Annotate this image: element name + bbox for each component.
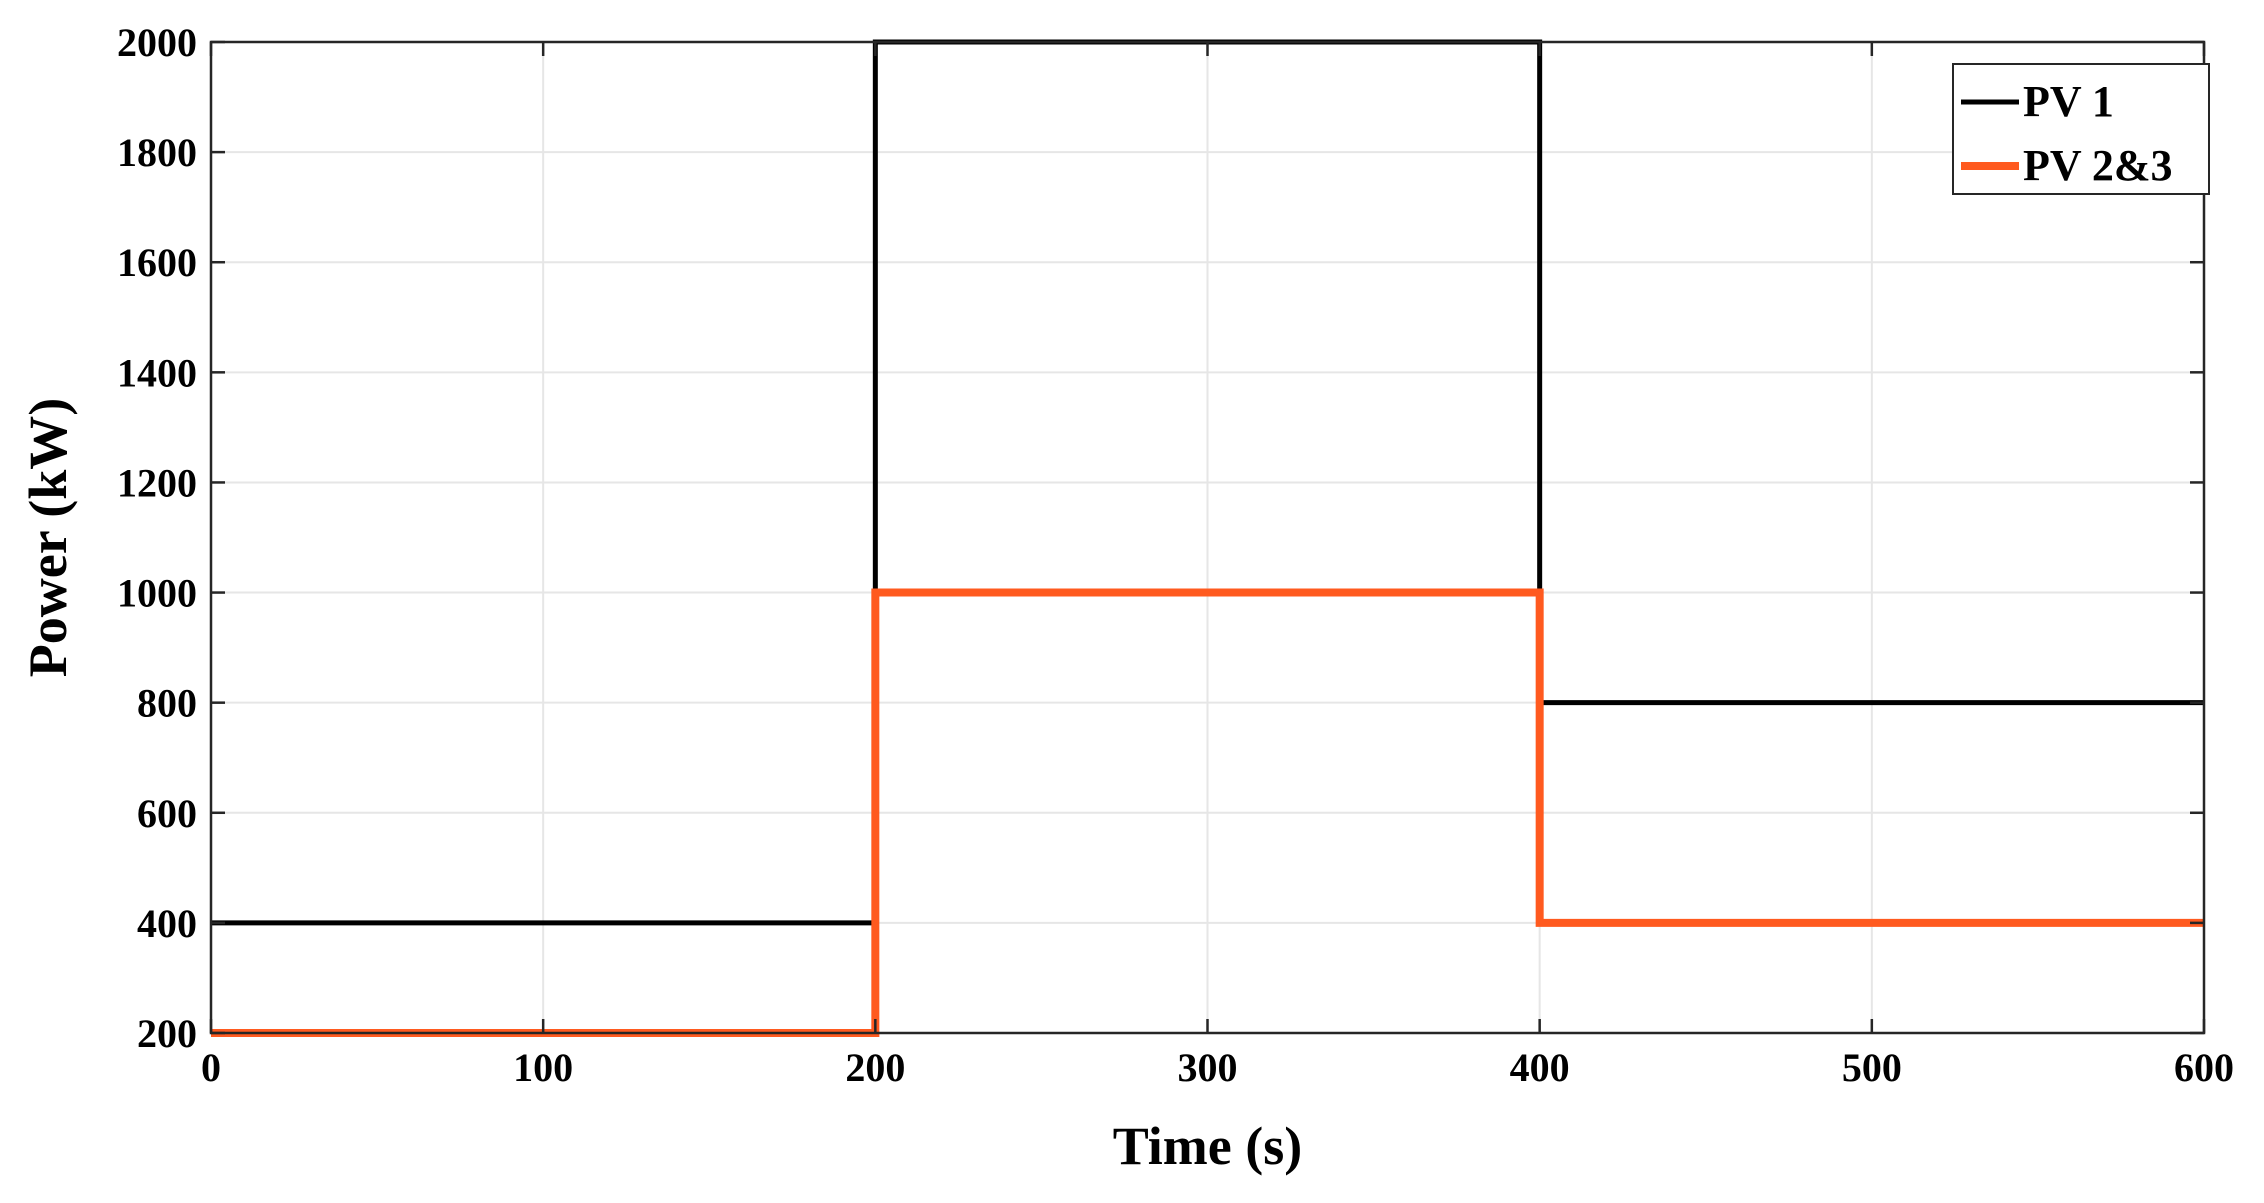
y-tick-label: 2000	[117, 20, 197, 65]
x-tick-label: 200	[845, 1045, 905, 1090]
x-tick-label: 300	[1178, 1045, 1238, 1090]
legend-label-2: PV 2&3	[2023, 141, 2173, 190]
grid-lines	[211, 42, 2204, 1033]
x-tick-label: 0	[201, 1045, 221, 1090]
legend-label-1: PV 1	[2023, 77, 2114, 126]
y-tick-label: 1000	[117, 571, 197, 616]
x-tick-label: 500	[1842, 1045, 1902, 1090]
y-tick-label: 1800	[117, 130, 197, 175]
y-axis-label: Power (kW)	[18, 398, 78, 677]
x-tick-label: 400	[1510, 1045, 1570, 1090]
y-tick-label: 400	[137, 901, 197, 946]
y-tick-label: 1400	[117, 350, 197, 395]
x-axis-label: Time (s)	[1113, 1116, 1302, 1176]
y-tick-label: 1200	[117, 460, 197, 505]
x-tick-labels: 0 100 200 300 400 500 600	[201, 1045, 2234, 1090]
x-tick-label: 100	[513, 1045, 573, 1090]
y-tick-label: 1600	[117, 240, 197, 285]
y-tick-label: 800	[137, 681, 197, 726]
legend: PV 1 PV 2&3	[1952, 63, 2210, 195]
x-tick-label: 600	[2174, 1045, 2234, 1090]
legend-box	[1952, 63, 2210, 195]
axis-ticks	[209, 40, 2206, 1035]
y-tick-labels: 200 400 600 800 1000 1200 1400 1600 1800 2000	[117, 20, 197, 1056]
y-tick-label: 200	[137, 1011, 197, 1056]
y-tick-label: 600	[137, 791, 197, 836]
